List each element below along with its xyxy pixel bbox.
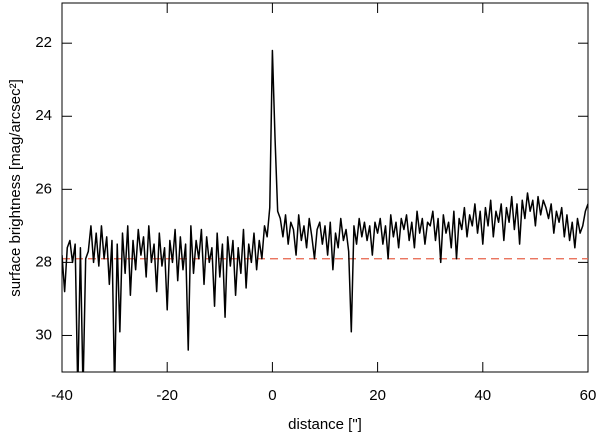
- x-axis-label: distance ["]: [288, 416, 362, 433]
- y-tick-label: 26: [35, 180, 52, 197]
- data-line: [62, 49, 588, 372]
- x-tick-label: 0: [268, 387, 276, 404]
- y-tick-label: 30: [35, 326, 52, 343]
- y-tick-label: 28: [35, 253, 52, 270]
- plot-frame: [61, 2, 589, 373]
- y-axis-label: surface brightness [mag/arcsec²]: [7, 79, 24, 297]
- x-tick-label: 40: [474, 387, 491, 404]
- y-tick-label: 24: [35, 107, 52, 124]
- x-tick-label: -40: [51, 387, 73, 404]
- x-tick-label: 60: [580, 387, 597, 404]
- x-tick-label: -20: [156, 387, 178, 404]
- x-tick-label: 20: [369, 387, 386, 404]
- y-tick-label: 22: [35, 34, 52, 51]
